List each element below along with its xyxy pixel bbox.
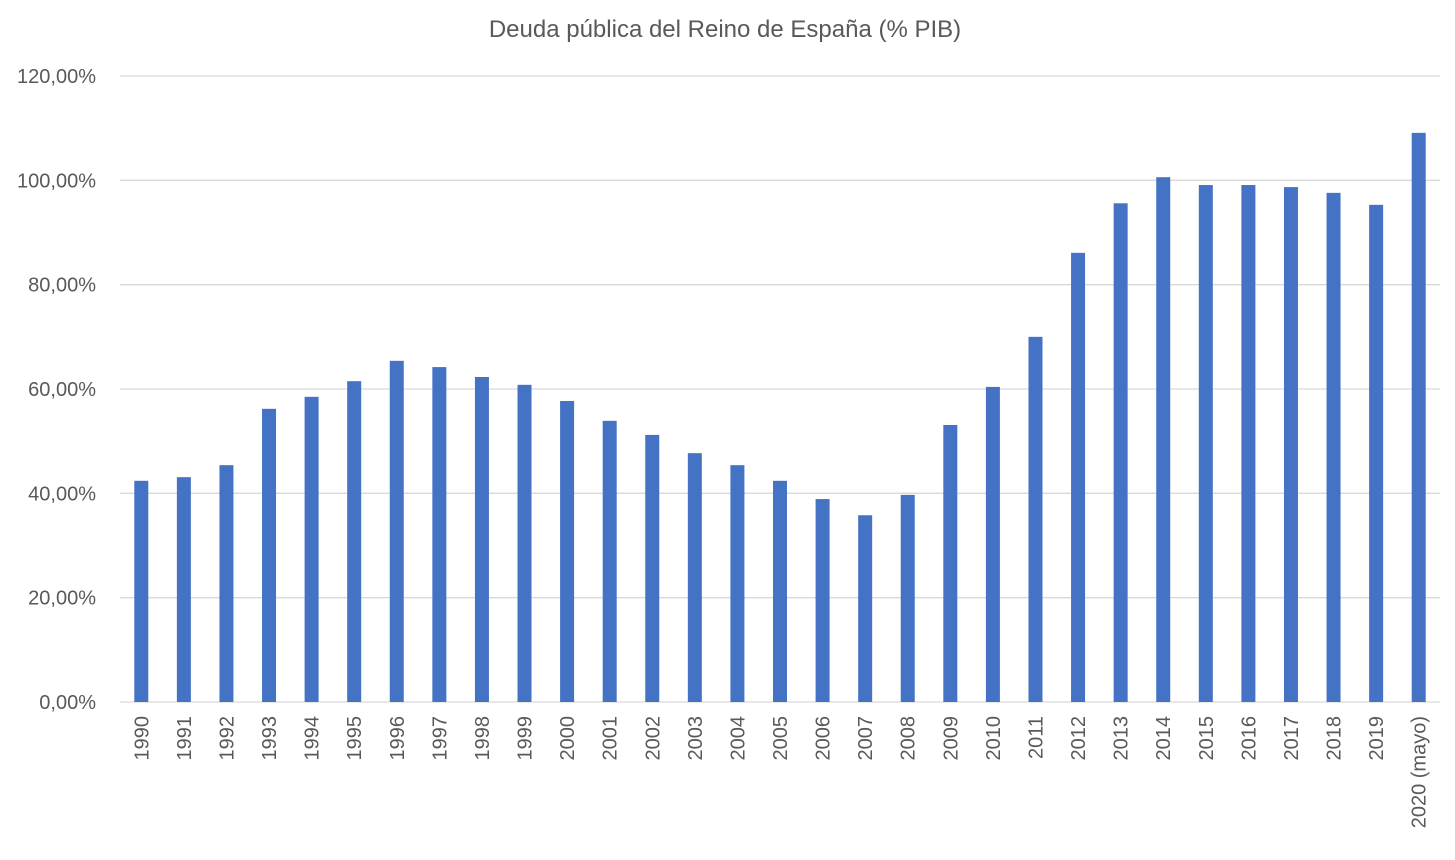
y-tick-label: 120,00% xyxy=(17,66,96,88)
x-tick-label: 1998 xyxy=(472,716,494,761)
x-tick-label: 2004 xyxy=(727,716,749,761)
x-tick-label: 1997 xyxy=(429,716,451,761)
bar-2014 xyxy=(1156,177,1171,702)
bar-2018 xyxy=(1326,192,1341,702)
bar-1994 xyxy=(304,396,319,702)
x-tick-label: 2016 xyxy=(1238,716,1260,761)
x-tick-label: 2014 xyxy=(1153,716,1175,761)
bar-2009 xyxy=(943,424,958,702)
y-tick-label: 80,00% xyxy=(28,275,96,297)
x-tick-label: 1995 xyxy=(344,716,366,761)
chart-title: Deuda pública del Reino de España (% PIB… xyxy=(489,16,961,43)
x-tick-label: 2013 xyxy=(1111,716,1133,761)
bar-2008 xyxy=(900,494,915,702)
x-tick-label: 2010 xyxy=(983,716,1005,761)
bar-2020-mayo- xyxy=(1411,132,1426,702)
x-tick-label: 2005 xyxy=(770,716,792,761)
bar-2016 xyxy=(1241,185,1256,703)
x-tick-label: 2012 xyxy=(1068,716,1090,761)
bar-2000 xyxy=(560,400,575,702)
bar-1993 xyxy=(262,408,277,702)
x-tick-label: 1993 xyxy=(259,716,281,761)
bar-2005 xyxy=(773,480,787,702)
bar-2013 xyxy=(1113,203,1128,702)
bar-1998 xyxy=(474,377,489,702)
bar-2017 xyxy=(1283,187,1298,703)
x-tick-label: 1999 xyxy=(515,716,537,761)
bar-2012 xyxy=(1071,252,1086,702)
y-axis: 0,00% 20,00% 40,00% 60,00% 80,00% 100,00% 120,… xyxy=(17,66,96,714)
bar-2004 xyxy=(730,465,745,702)
x-tick-label: 2002 xyxy=(642,716,664,761)
x-tick-label: 2018 xyxy=(1324,716,1346,761)
bar-1995 xyxy=(347,381,362,702)
y-tick-label: 20,00% xyxy=(28,588,96,610)
bar-2015 xyxy=(1198,185,1213,703)
x-tick-label: 2007 xyxy=(855,716,877,761)
x-tick-label: 2019 xyxy=(1366,716,1388,761)
bar-1991 xyxy=(176,477,191,702)
x-tick-label: 2015 xyxy=(1196,716,1218,761)
x-tick-label: 1992 xyxy=(216,716,238,761)
bar-1996 xyxy=(389,360,404,702)
y-tick-label: 0,00% xyxy=(39,692,96,714)
bar-2002 xyxy=(645,434,660,702)
x-tick-label: 1991 xyxy=(174,716,196,761)
x-tick-label: 2009 xyxy=(940,716,962,761)
y-tick-label: 100,00% xyxy=(17,170,96,192)
y-tick-label: 40,00% xyxy=(28,483,96,505)
bar-1992 xyxy=(219,465,234,702)
x-tick-label: 2003 xyxy=(685,716,707,761)
bar-2003 xyxy=(687,453,702,702)
x-tick-label: 2020 (mayo) xyxy=(1409,716,1431,828)
x-tick-label: 2017 xyxy=(1281,716,1303,761)
bar-2011 xyxy=(1028,336,1043,702)
y-tick-label: 60,00% xyxy=(28,379,96,401)
x-tick-label: 2006 xyxy=(813,716,835,761)
x-tick-label: 2000 xyxy=(557,716,579,761)
bar-2006 xyxy=(815,499,830,702)
bar-1999 xyxy=(517,384,532,702)
x-tick-label: 2001 xyxy=(600,716,622,761)
x-tick-label: 1994 xyxy=(302,716,324,761)
x-tick-label: 1990 xyxy=(131,716,153,761)
bar-2019 xyxy=(1369,204,1384,702)
bar-1990 xyxy=(134,480,149,702)
bar-2001 xyxy=(602,420,617,702)
x-tick-label: 2008 xyxy=(898,716,920,761)
bar-2010 xyxy=(985,386,1000,702)
x-axis: 1990 1991 1992 1993 1994 1995 1996 1997 1998 1999… xyxy=(131,716,1430,828)
bars xyxy=(134,132,1426,703)
x-tick-label: 2011 xyxy=(1025,716,1047,759)
bar-2007 xyxy=(858,515,873,702)
x-tick-label: 1996 xyxy=(387,716,409,761)
bar-1997 xyxy=(432,367,447,702)
